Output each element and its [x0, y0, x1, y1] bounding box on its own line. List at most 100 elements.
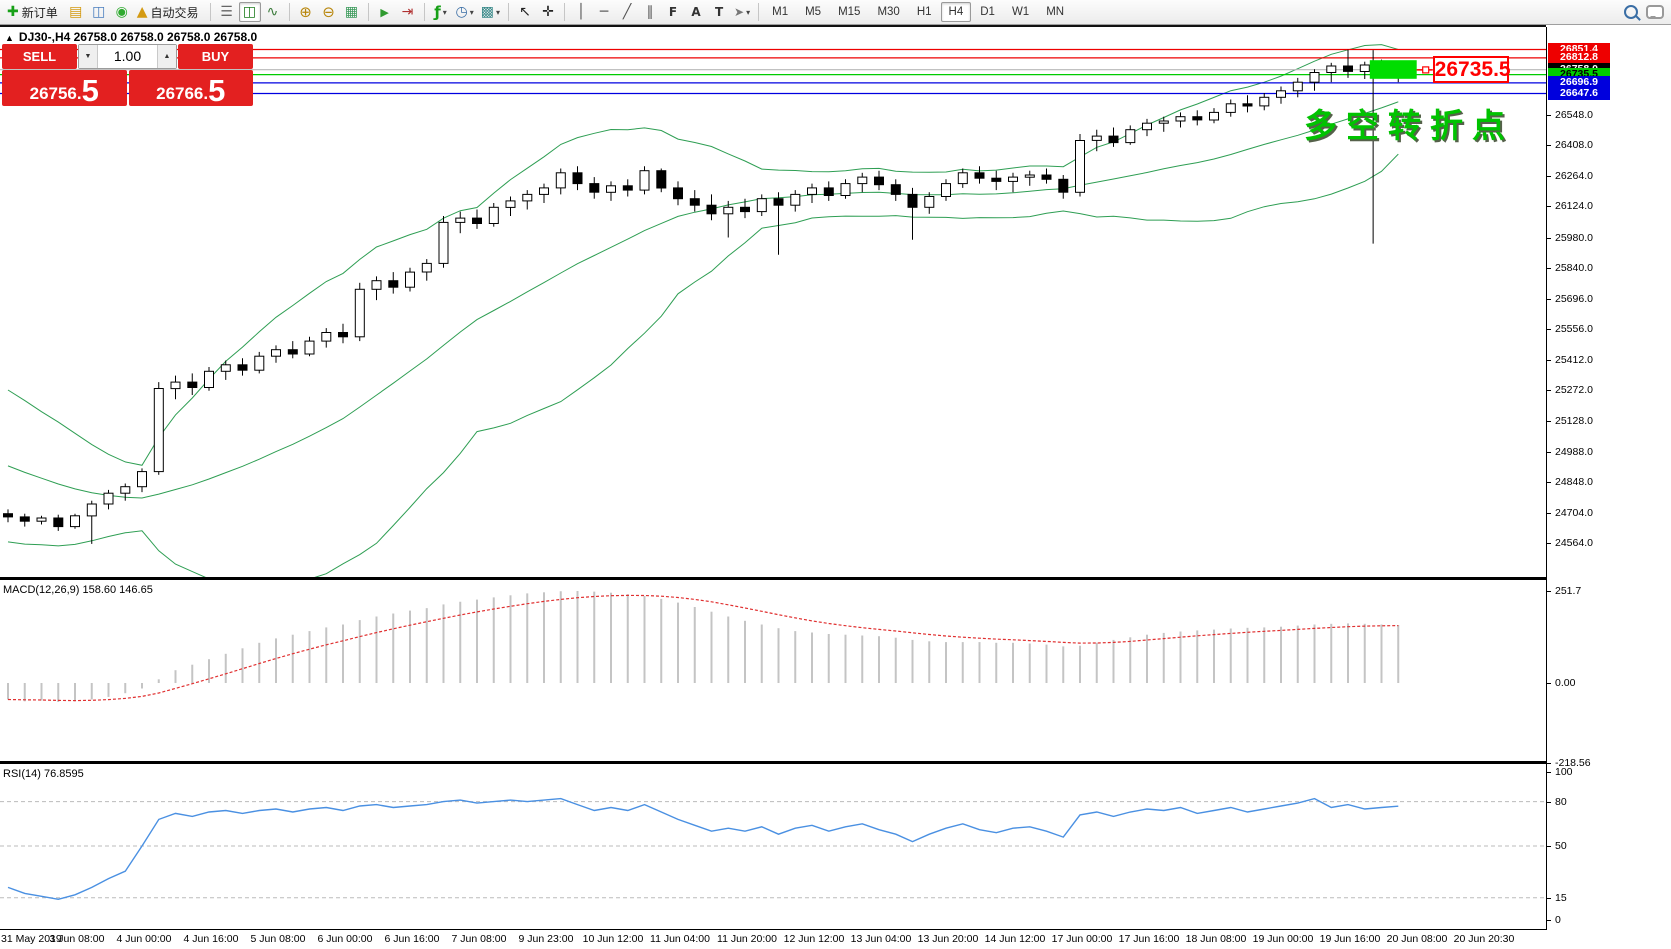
indicators-icon: ƒ: [434, 2, 441, 21]
cursor-icon: ↖: [519, 4, 531, 20]
auto-scroll-icon: ▶: [380, 5, 389, 19]
data-window-icon: ◫: [92, 4, 106, 20]
axis-tick-label: 25556.0: [1555, 323, 1593, 335]
tf-h1[interactable]: H1: [916, 6, 932, 18]
buy-button[interactable]: BUY: [178, 44, 253, 69]
sound-button[interactable]: ◉: [111, 2, 133, 22]
axis-tick-mark: [1547, 920, 1551, 921]
axis-tick-label: 26124.0: [1555, 200, 1593, 212]
crosshair-icon: ✛: [542, 4, 554, 20]
time-axis-label: 4 Jun 00:00: [116, 933, 172, 945]
collapse-panel-arrow-icon[interactable]: ▲: [5, 33, 14, 43]
tile-windows-button[interactable]: ▦: [341, 2, 363, 22]
macd-panel-canvas[interactable]: [0, 581, 1546, 761]
axis-tick-label: 26264.0: [1555, 170, 1593, 182]
time-axis-label: 19 Jun 16:00: [1319, 933, 1381, 945]
price-badge: 26647.6: [1548, 87, 1610, 100]
tf-m5[interactable]: M5: [805, 6, 822, 18]
zoom-in-button[interactable]: ⊕: [295, 2, 317, 22]
axis-tick-mark: [1547, 360, 1551, 361]
tf-mn[interactable]: MN: [1046, 6, 1065, 18]
axis-tick-label: 25128.0: [1555, 415, 1593, 427]
time-axis-label: 5 Jun 08:00: [250, 933, 306, 945]
panel-separator[interactable]: [0, 761, 1671, 764]
new-order-button[interactable]: ✚ 新订单: [4, 2, 64, 22]
bars-chart-icon: ☰: [220, 4, 233, 20]
volume-decrement-button[interactable]: ▼: [79, 45, 98, 68]
chart-shift-button[interactable]: ⇥: [397, 2, 419, 22]
main-chart-canvas[interactable]: [0, 27, 1546, 577]
text-button[interactable]: A: [685, 2, 707, 22]
macd-label: MACD(12,26,9) 158.60 146.65: [3, 584, 153, 596]
trendline-button[interactable]: ╱: [616, 2, 638, 22]
time-axis-label: 17 Jun 00:00: [1051, 933, 1113, 945]
crosshair-button[interactable]: ✛: [537, 2, 559, 22]
bars-chart-button[interactable]: ☰: [216, 2, 238, 22]
rsi-value: 76.8595: [43, 768, 84, 780]
axis-tick-label: 24564.0: [1555, 537, 1593, 549]
vertical-line-icon: │: [576, 4, 586, 20]
fibonacci-button[interactable]: F: [662, 2, 684, 22]
tf-w1[interactable]: W1: [1011, 6, 1030, 18]
volume-increment-button[interactable]: ▲: [157, 45, 176, 68]
tf-m15[interactable]: M15: [838, 6, 861, 18]
search-button[interactable]: [1620, 2, 1642, 22]
tf-d1[interactable]: D1: [980, 6, 995, 18]
axis-tick-label: -218.56: [1555, 757, 1591, 769]
autotrade-button[interactable]: ▲ 自动交易: [134, 2, 205, 22]
axis-tick-label: 25272.0: [1555, 384, 1593, 396]
toolbar: ✚ 新订单 ▤ ◫ ◉ ▲ 自动交易 ☰ ◫ ∿ ⊕ ⊖ ▦ ▶ ⇥ ƒ ▾ ◷ ▾ ▩ ▾ ↖ ✛ │ ─ ╱ ∥ F A T ➤ ▾ M1 M…: [0, 0, 1671, 25]
periods-button[interactable]: ◷ ▾: [453, 2, 477, 22]
axis-tick-label: 25980.0: [1555, 232, 1593, 244]
tf-m30[interactable]: M30: [877, 6, 900, 18]
new-order-button-label: 新订单: [21, 5, 58, 20]
shapes-button[interactable]: ➤ ▾: [731, 2, 753, 22]
data-window-button[interactable]: ◫: [88, 2, 110, 22]
templates-button[interactable]: ▩ ▾: [478, 2, 503, 22]
axis-tick-label: 25840.0: [1555, 262, 1593, 274]
chart-title: ▲ DJ30-,H4 26758.0 26758.0 26758.0 26758.…: [5, 30, 257, 44]
macd-values: 158.60 146.65: [82, 584, 153, 596]
axis-tick-mark: [1547, 683, 1551, 684]
axis-tick-mark: [1547, 898, 1551, 899]
toolbar-separator: [367, 3, 369, 21]
time-axis-label: 20 Jun 08:00: [1386, 933, 1448, 945]
axis-tick-mark: [1547, 772, 1551, 773]
rsi-panel-canvas[interactable]: [0, 765, 1546, 929]
channel-button[interactable]: ∥: [639, 2, 661, 22]
buy-price[interactable]: 26766. 5: [128, 70, 253, 106]
axis-tick-mark: [1547, 802, 1551, 803]
horizontal-line-button[interactable]: ─: [593, 2, 615, 22]
zoom-out-icon: ⊖: [322, 2, 335, 21]
axis-tick-mark: [1547, 513, 1551, 514]
time-axis[interactable]: 31 May 2019 3 Jun 08:00 4 Jun 00:00 4 Jun 1…: [0, 930, 1671, 949]
price-axis[interactable]: 26548.0 26408.0 26264.0 26124.0 25980.0 25840…: [1546, 27, 1671, 930]
sell-button[interactable]: SELL: [2, 44, 77, 69]
cursor-button[interactable]: ↖: [514, 2, 536, 22]
chart-shift-icon: ⇥: [401, 4, 414, 20]
candles-chart-button[interactable]: ◫: [238, 2, 261, 22]
axis-tick-label: 100: [1555, 766, 1573, 778]
chat-button[interactable]: [1643, 2, 1667, 22]
time-axis-label: 20 Jun 20:30: [1453, 933, 1515, 945]
panel-separator[interactable]: [0, 577, 1671, 580]
line-chart-button[interactable]: ∿: [262, 2, 284, 22]
tf-m1[interactable]: M1: [772, 6, 789, 18]
indicators-button[interactable]: ƒ ▾: [430, 2, 452, 22]
vertical-line-button[interactable]: │: [570, 2, 592, 22]
price-callout[interactable]: 26735.5: [1432, 56, 1511, 83]
time-axis-label: 3 Jun 08:00: [49, 933, 105, 945]
market-watch-button[interactable]: ▤: [65, 2, 87, 22]
text-label-button[interactable]: T: [708, 2, 730, 22]
trendline-icon: ╱: [622, 4, 632, 20]
sell-price[interactable]: 26756. 5: [2, 70, 127, 106]
volume-field[interactable]: 1.00: [113, 48, 142, 64]
time-axis-separator: [0, 929, 1671, 930]
zoom-out-button[interactable]: ⊖: [318, 2, 340, 22]
chart-annotation-text: 多空转折点: [1304, 106, 1514, 145]
auto-scroll-button[interactable]: ▶: [374, 2, 396, 22]
axis-tick-mark: [1547, 299, 1551, 300]
time-axis-label: 11 Jun 04:00: [650, 933, 710, 945]
axis-tick-label: 251.7: [1555, 585, 1582, 597]
tf-h4[interactable]: H4: [940, 2, 972, 22]
